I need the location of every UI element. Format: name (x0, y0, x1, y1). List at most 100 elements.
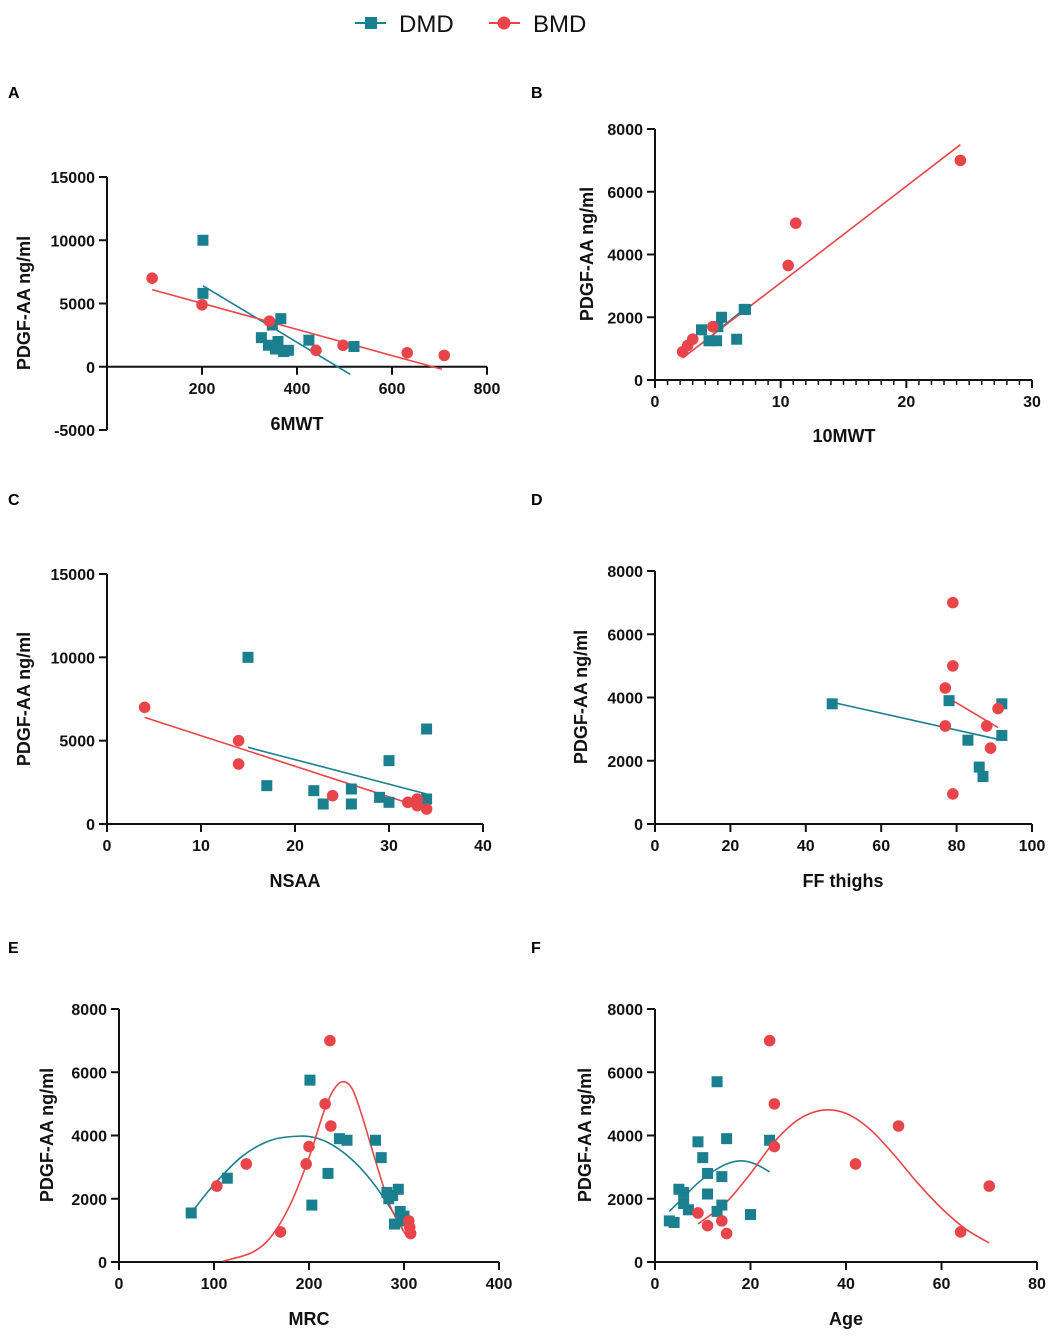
point-dmd-f (711, 1076, 723, 1088)
point-dmd-d (996, 698, 1008, 710)
panel-letter-e: E (8, 940, 19, 957)
x-axis-title-a: 6MWT (271, 414, 324, 434)
x-tick-label-f: 40 (837, 1276, 855, 1293)
point-dmd-a (275, 313, 287, 325)
point-bmd-e (325, 1120, 337, 1132)
point-dmd-e (381, 1186, 393, 1198)
point-dmd-a (270, 343, 282, 355)
point-dmd-e (392, 1183, 404, 1195)
y-tick-label-e: 8000 (71, 1002, 107, 1019)
x-tick-label-e: 100 (201, 1276, 228, 1293)
panel-f: F 0 2000 4000 6000 8000 0 20 40 60 80 Age PDGF-AA ng… (531, 940, 1046, 1329)
y-axis-title-d: PDGF-AA ng/ml (571, 630, 591, 764)
x-tick-label-e: 200 (296, 1276, 323, 1293)
y-tick-label-a: 0 (86, 360, 95, 377)
x-tick-label-e: 400 (486, 1276, 513, 1293)
x-tick-label-d: 40 (797, 838, 815, 855)
point-dmd-d (977, 771, 989, 783)
point-dmd-c (421, 793, 433, 805)
x-tick-label-a: 200 (189, 381, 216, 398)
point-bmd-d (984, 742, 997, 754)
point-bmd-c (420, 803, 433, 815)
point-bmd-b (789, 217, 802, 229)
y-axis-title-b: PDGF-AA ng/ml (577, 187, 597, 321)
point-dmd-f (682, 1204, 694, 1216)
point-dmd-a (263, 339, 274, 351)
fit-line-dmd-e (190, 1135, 405, 1233)
point-bmd-d (947, 788, 959, 800)
point-dmd-f (702, 1188, 714, 1200)
y-tick-label-e: 4000 (71, 1129, 107, 1146)
legend-bmd-marker (497, 16, 511, 30)
y-tick-label-c: 0 (86, 817, 95, 834)
point-bmd-e (404, 1227, 417, 1240)
x-tick-label-d: 80 (948, 838, 966, 855)
point-dmd-f (697, 1152, 709, 1164)
panel-letter-d: D (531, 492, 543, 509)
point-bmd-a (263, 315, 276, 328)
x-tick-label-a: 800 (474, 381, 501, 398)
point-dmd-a (197, 287, 209, 299)
x-tick-label-a: 400 (284, 381, 311, 398)
point-bmd-d (947, 660, 959, 672)
x-tick-label-a: 600 (379, 381, 406, 398)
panel-b: B 0 2000 4000 6000 8000 0 10 20 30 10MWT PDGF-AA ng… (531, 85, 1041, 446)
point-dmd-c (345, 798, 357, 810)
point-dmd-c (383, 796, 395, 808)
point-dmd-a (303, 334, 315, 346)
point-dmd-a (348, 341, 360, 353)
y-tick-label-b: 4000 (607, 248, 643, 265)
y-tick-label-a: 15000 (51, 170, 96, 187)
point-dmd-e (304, 1074, 316, 1086)
x-tick-label-d: 100 (1019, 838, 1046, 855)
x-tick-label-d: 0 (651, 838, 660, 855)
point-bmd-c (402, 796, 414, 809)
point-dmd-e (221, 1172, 233, 1184)
point-bmd-c (138, 701, 151, 714)
y-tick-label-a: 5000 (59, 297, 95, 314)
y-tick-label-e: 6000 (71, 1065, 107, 1082)
y-tick-label-e: 2000 (71, 1192, 107, 1209)
point-bmd-b (707, 320, 719, 333)
x-tick-label-f: 0 (651, 1276, 660, 1293)
x-tick-label-e: 0 (115, 1276, 124, 1293)
y-axis-title-a: PDGF-AA ng/ml (14, 236, 34, 370)
fit-line-bmd-b (682, 144, 961, 359)
legend-dmd-label: DMD (399, 11, 454, 38)
point-bmd-f (892, 1120, 905, 1132)
point-dmd-b (703, 335, 715, 347)
point-bmd-d (992, 702, 1004, 715)
point-dmd-f (716, 1199, 728, 1211)
point-bmd-e (274, 1226, 287, 1238)
point-bmd-e (211, 1180, 223, 1192)
x-tick-label-b: 10 (772, 394, 790, 411)
point-bmd-a (401, 347, 414, 359)
point-bmd-f (701, 1219, 714, 1232)
point-bmd-e (300, 1158, 312, 1170)
fit-line-dmd-c (247, 746, 427, 795)
point-bmd-f (763, 1034, 776, 1047)
x-tick-label-c: 10 (192, 838, 210, 855)
point-dmd-e (387, 1190, 399, 1202)
point-bmd-e (303, 1140, 315, 1153)
point-bmd-a (146, 272, 158, 285)
point-bmd-c (326, 789, 339, 802)
point-dmd-a (272, 335, 284, 347)
point-dmd-c (317, 798, 329, 810)
y-tick-label-c: 10000 (51, 650, 96, 667)
point-dmd-f (711, 1205, 723, 1217)
x-tick-label-b: 30 (1023, 394, 1041, 411)
panel-d: D 0 2000 4000 6000 8000 0 20 40 60 80 100 FF thighs P… (531, 492, 1045, 891)
fit-line-dmd-d (832, 701, 1003, 741)
point-dmd-e (333, 1133, 345, 1145)
legend-dmd-marker (365, 17, 377, 29)
point-bmd-c (411, 799, 424, 812)
panel-e: E 0 2000 4000 6000 8000 0 100 200 300 400 MRC PDGF-A… (8, 940, 512, 1329)
panel-letter-c: C (8, 492, 20, 509)
y-tick-label-d: 2000 (607, 754, 643, 771)
point-bmd-f (768, 1098, 781, 1110)
x-axis-title-d: FF thighs (803, 871, 884, 891)
point-dmd-d (826, 698, 838, 710)
y-tick-label-f: 2000 (607, 1192, 643, 1209)
